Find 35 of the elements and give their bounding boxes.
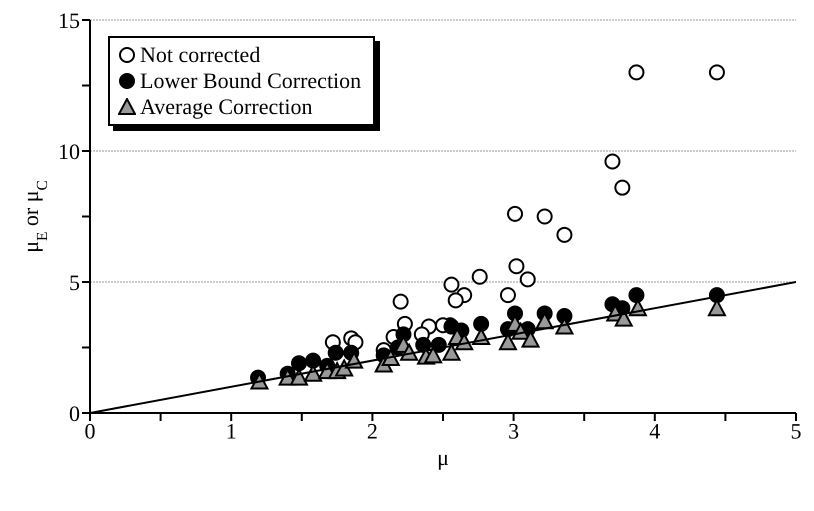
y-tick-label: 5 (69, 270, 80, 295)
y-tick-label: 15 (58, 8, 80, 33)
point (604, 153, 620, 170)
point (628, 287, 644, 304)
y-tick-label: 0 (69, 400, 80, 426)
x-tick-label: 5 (790, 418, 802, 444)
point (520, 271, 536, 288)
point (442, 344, 460, 361)
point (305, 352, 322, 369)
x-tick-label: 0 (84, 418, 96, 444)
point (708, 64, 725, 80)
point (500, 287, 516, 304)
point (473, 316, 490, 332)
point (508, 258, 524, 274)
point (328, 344, 344, 361)
x-tick-label: 1 (226, 418, 237, 444)
point (536, 208, 553, 224)
x-axis-title: μ (437, 445, 449, 470)
legend-label: Not corrected (140, 42, 260, 68)
y-tick-label: 10 (58, 138, 80, 164)
point (556, 226, 572, 243)
x-tick-label: 4 (649, 418, 660, 444)
point (448, 292, 464, 308)
legend-label: Lower Bound Correction (140, 68, 362, 94)
point (424, 346, 442, 364)
x-tick-label: 3 (508, 418, 520, 444)
point (628, 64, 644, 80)
point (614, 180, 630, 196)
point (507, 206, 524, 222)
point (392, 294, 409, 310)
point (443, 276, 460, 293)
point (472, 268, 488, 285)
x-tick-label: 2 (366, 418, 378, 444)
point (290, 355, 307, 372)
legend-label: Average Correction (140, 94, 312, 120)
